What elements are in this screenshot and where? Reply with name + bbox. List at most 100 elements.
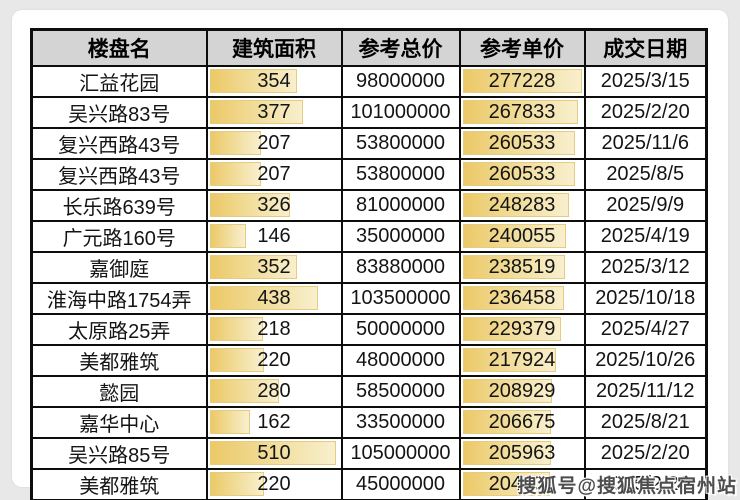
deal-date-text: 2025/2/20	[600, 101, 690, 123]
cell-deal-date: 2025/10/26	[583, 344, 708, 377]
building-name-text: 长乐路639号	[62, 197, 176, 219]
cell-deal-date: 2025/11/6	[583, 127, 708, 160]
deal-date-text: 2025/3/15	[600, 70, 690, 92]
building-name-text: 嘉华中心	[79, 414, 160, 436]
deal-date-text: 2025/11/6	[601, 132, 690, 154]
unit-price-databar	[462, 441, 552, 465]
building-name-text: 淮海中路1754弄	[47, 290, 192, 312]
table-row: 嘉华中心 162 33500000 206675 2025/8/21	[30, 406, 708, 439]
unit-price-databar	[462, 100, 578, 124]
unit-price-text: 206675	[488, 411, 556, 433]
cell-deal-date: 2025/2/20	[583, 96, 708, 129]
cell-total-price: 48000000	[340, 344, 461, 377]
unit-price-databar	[462, 162, 575, 186]
cell-building-area: 146	[205, 220, 343, 253]
building-name-text: 复兴西路43号	[58, 135, 181, 157]
building-name-text: 吴兴路85号	[68, 445, 171, 467]
table-row: 吴兴路83号 377 101000000 267833 2025/2/20	[30, 96, 708, 129]
total-price-text: 83880000	[356, 256, 445, 278]
cell-total-price: 53800000	[340, 127, 461, 160]
cell-building-area: 162	[205, 406, 343, 439]
area-databar	[209, 131, 261, 155]
unit-price-databar	[462, 255, 566, 279]
cell-deal-date: 2025/8/21	[583, 406, 708, 439]
table-row: 复兴西路43号 207 53800000 260533 2025/11/6	[30, 127, 708, 160]
unit-price-databar	[462, 379, 553, 403]
listings-table: 楼盘名 建筑面积 参考总价 参考单价 成交日期 汇益花园 354 9800000…	[30, 28, 708, 500]
deal-date-text: 2025/3/12	[600, 256, 690, 278]
cell-building-area: 510	[205, 437, 343, 470]
total-price-text: 103500000	[350, 287, 451, 309]
unit-price-text: 277228	[488, 70, 556, 92]
unit-price-text: 229379	[488, 318, 556, 340]
unit-price-text: 238519	[488, 256, 556, 278]
cell-unit-price: 206675	[458, 406, 586, 439]
cell-building-area: 326	[205, 189, 343, 222]
unit-price-text: 260533	[488, 163, 556, 185]
area-databar	[209, 255, 297, 279]
area-databar	[209, 441, 336, 465]
unit-price-text: 240055	[488, 225, 556, 247]
deal-date-text: 2025/2/28	[600, 473, 690, 495]
cell-deal-date: 2025/2/28	[583, 468, 708, 500]
cell-unit-price: 248283	[458, 189, 586, 222]
cell-unit-price: 208929	[458, 375, 586, 408]
cell-building-name: 美都雅筑	[30, 468, 208, 500]
cell-deal-date: 2025/4/19	[583, 220, 708, 253]
cell-total-price: 105000000	[340, 437, 461, 470]
building-area-text: 352	[257, 256, 291, 278]
cell-building-name: 太原路25弄	[30, 313, 208, 346]
total-price-text: 98000000	[356, 70, 445, 92]
cell-total-price: 83880000	[340, 251, 461, 284]
building-name-text: 嘉御庭	[89, 259, 150, 281]
unit-price-text: 204304	[488, 473, 556, 495]
cell-unit-price: 217924	[458, 344, 586, 377]
cell-unit-price: 240055	[458, 220, 586, 253]
building-area-text: 218	[257, 318, 291, 340]
unit-price-databar	[462, 193, 570, 217]
deal-date-text: 2025/4/27	[600, 318, 690, 340]
building-area-text: 207	[257, 132, 291, 154]
cell-total-price: 45000000	[340, 468, 461, 500]
cell-building-name: 淮海中路1754弄	[30, 282, 208, 315]
area-databar	[209, 193, 291, 217]
deal-date-text: 2025/10/26	[595, 349, 696, 371]
total-price-text: 53800000	[356, 163, 445, 185]
cell-building-area: 354	[205, 65, 343, 98]
cell-building-area: 352	[205, 251, 343, 284]
cell-unit-price: 277228	[458, 65, 586, 98]
area-databar	[209, 224, 246, 248]
cell-total-price: 101000000	[340, 96, 461, 129]
cell-building-area: 207	[205, 158, 343, 191]
building-area-text: 162	[257, 411, 291, 433]
area-databar	[209, 410, 250, 434]
deal-date-text: 2025/8/5	[606, 163, 685, 185]
table-row: 淮海中路1754弄 438 103500000 236458 2025/10/1…	[30, 282, 708, 315]
unit-price-text: 208929	[488, 380, 556, 402]
table-row: 太原路25弄 218 50000000 229379 2025/4/27	[30, 313, 708, 346]
area-databar	[209, 348, 265, 372]
deal-date-text: 2025/11/12	[595, 380, 695, 402]
deal-date-text: 2025/9/9	[606, 194, 685, 216]
table-row: 美都雅筑 220 45000000 204304 2025/2/28	[30, 468, 708, 500]
deal-date-text: 2025/8/21	[600, 411, 690, 433]
cell-building-name: 嘉御庭	[30, 251, 208, 284]
total-price-text: 48000000	[356, 349, 445, 371]
table-row: 美都雅筑 220 48000000 217924 2025/10/26	[30, 344, 708, 377]
total-price-text: 105000000	[350, 442, 451, 464]
unit-price-databar	[462, 472, 551, 496]
cell-unit-price: 238519	[458, 251, 586, 284]
unit-price-databar	[462, 286, 565, 310]
total-price-text: 35000000	[356, 225, 445, 247]
cell-deal-date: 2025/2/20	[583, 437, 708, 470]
cell-unit-price: 260533	[458, 127, 586, 160]
cell-deal-date: 2025/3/15	[583, 65, 708, 98]
cell-building-name: 吴兴路85号	[30, 437, 208, 470]
total-price-text: 81000000	[356, 194, 445, 216]
table-row: 复兴西路43号 207 53800000 260533 2025/8/5	[30, 158, 708, 191]
table-row: 广元路160号 146 35000000 240055 2025/4/19	[30, 220, 708, 253]
building-area-text: 280	[257, 380, 291, 402]
cell-building-name: 长乐路639号	[30, 189, 208, 222]
cell-building-name: 复兴西路43号	[30, 127, 208, 160]
